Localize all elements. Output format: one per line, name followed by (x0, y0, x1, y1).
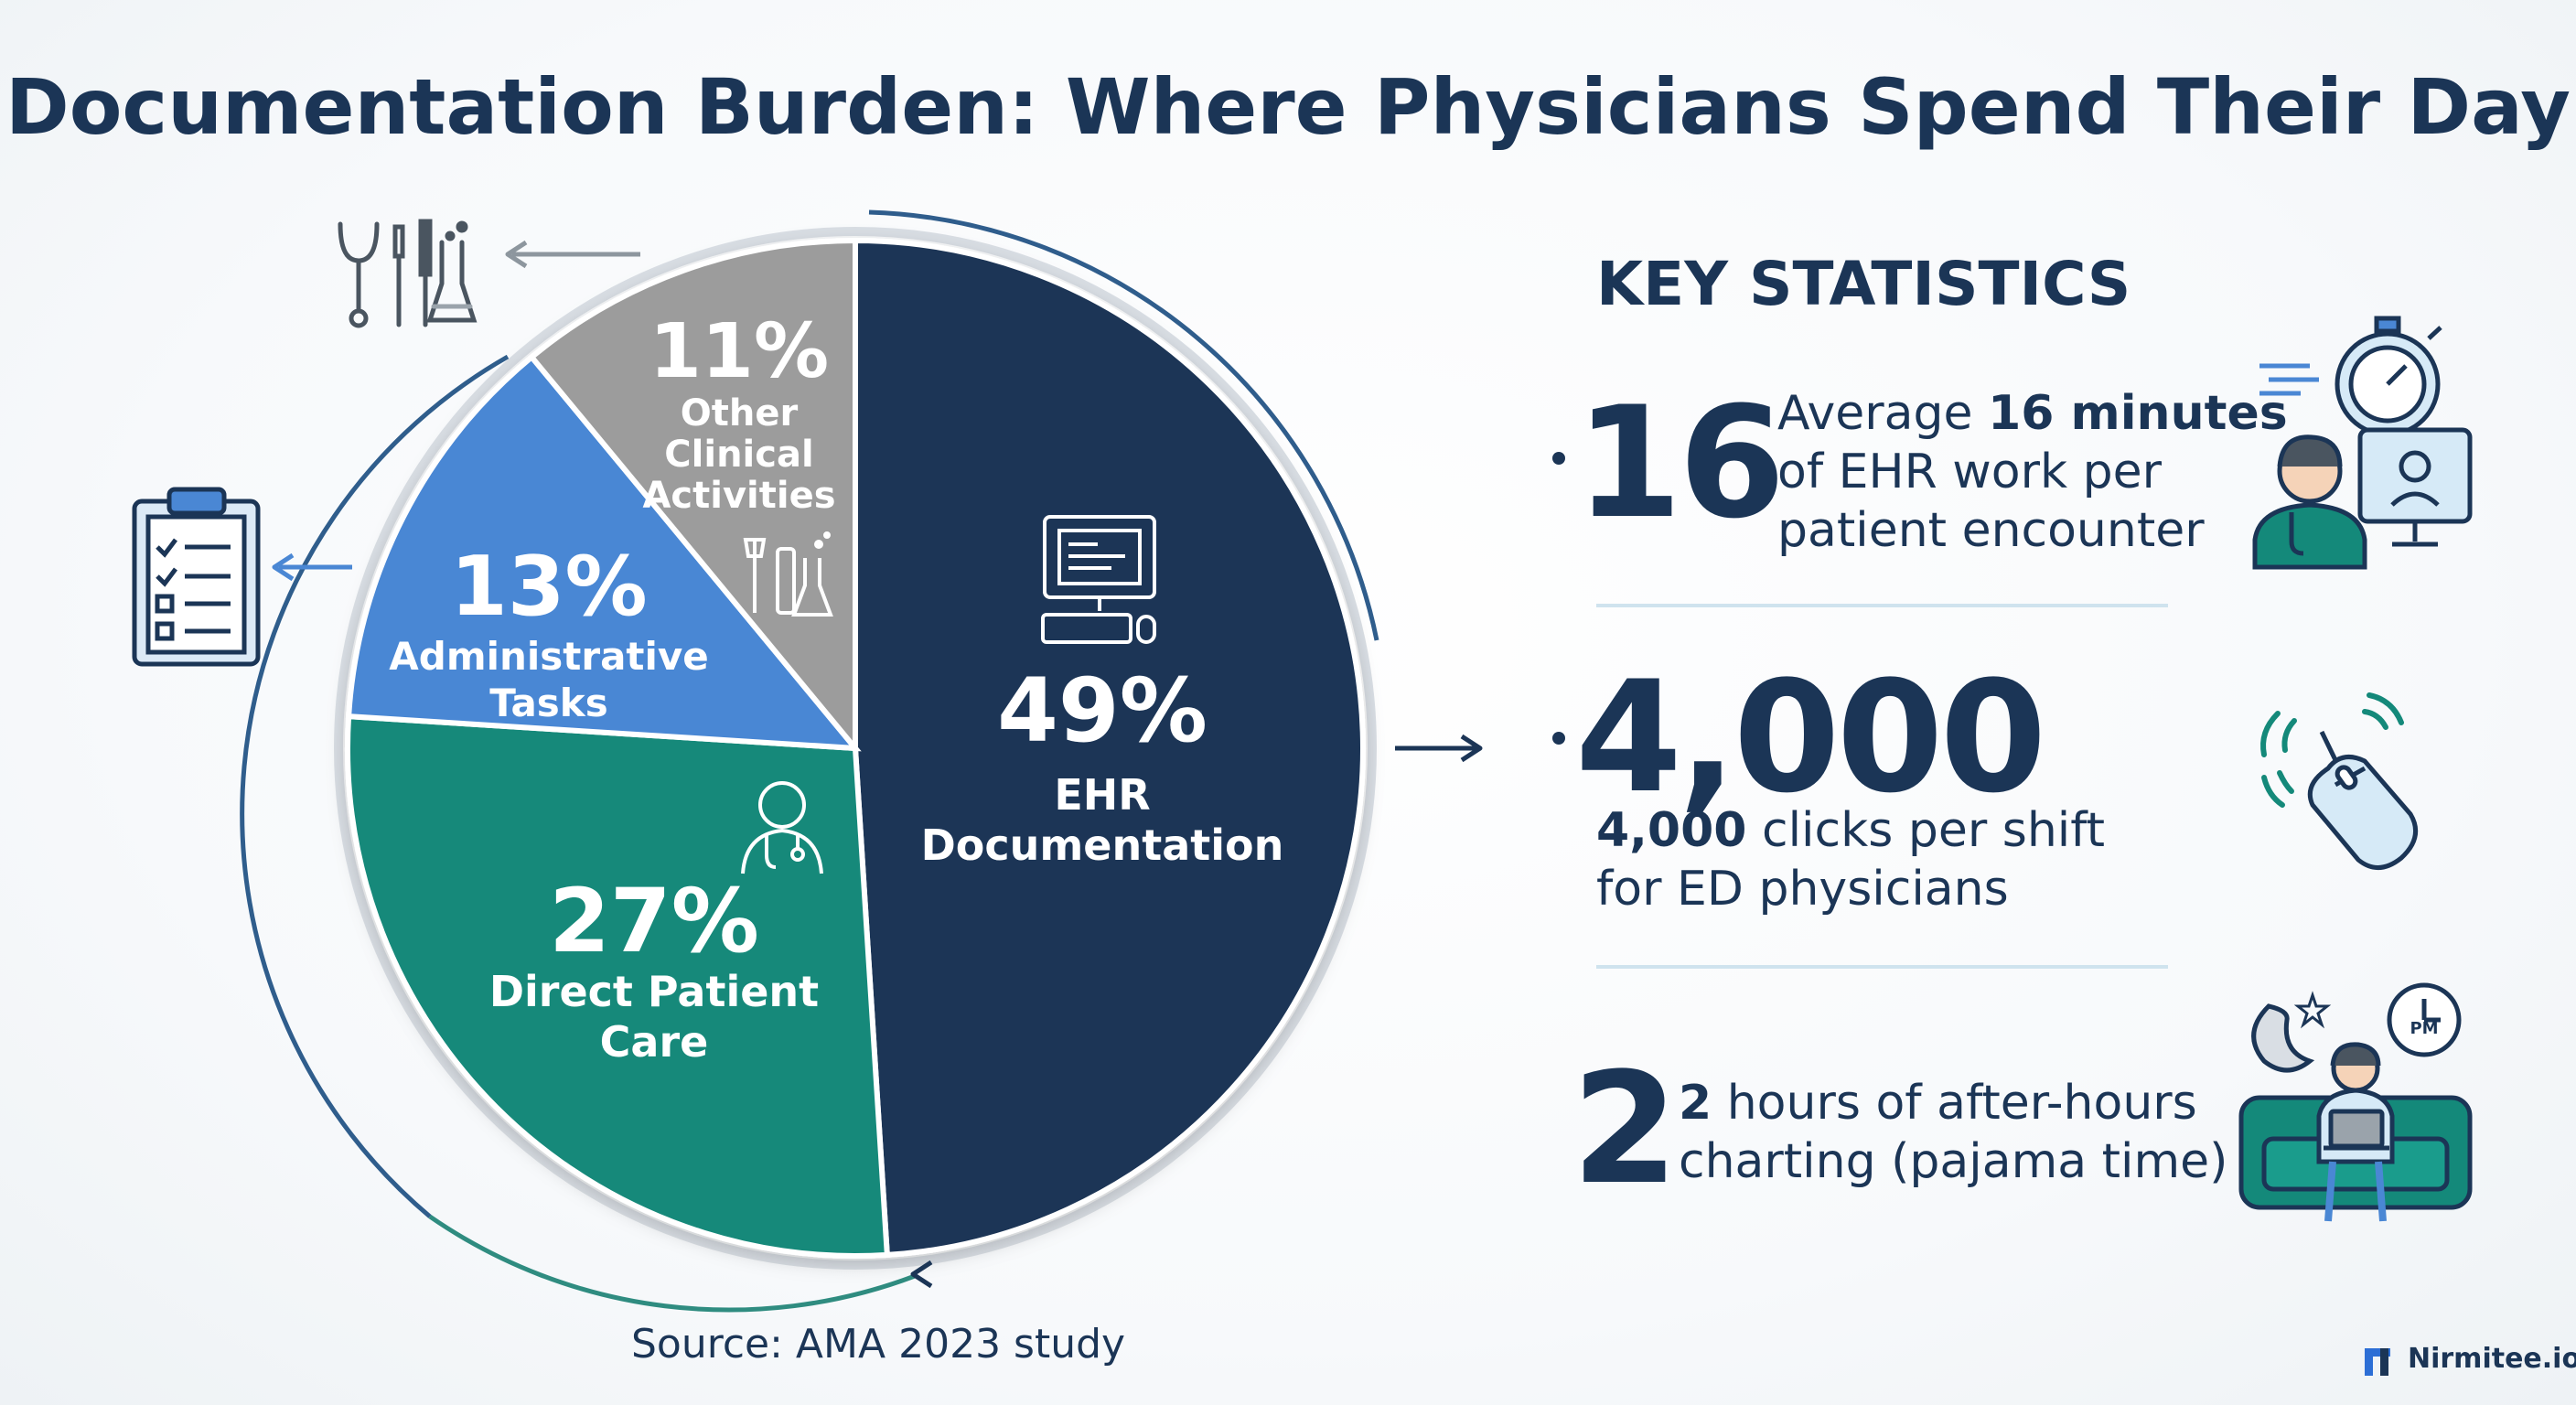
pie-outer-ring (334, 227, 1377, 1270)
clipboard-checklist-icon (132, 487, 261, 667)
stat2-line1: 4,000 clicks per shift (1596, 801, 2105, 860)
stat3-line1-text: hours of after-hours (1712, 1076, 2197, 1131)
brand-name[interactable]: Nirmitee.io (2408, 1343, 2576, 1375)
slice-name-direct-line2: Care (600, 1017, 709, 1067)
pie-slice-direct-patient-care (345, 713, 891, 1259)
night-laptop-couch-icon: PM (2238, 982, 2473, 1222)
stopwatch-doctor-monitor-icon (2252, 316, 2473, 570)
slice-name-ehr-line2: Documentation (921, 820, 1284, 870)
pie-slice-ehr-documentation (853, 237, 1366, 1259)
source-caption: Source: AMA 2023 study (631, 1321, 1126, 1367)
nirmitee-logo-icon (2365, 1348, 2390, 1376)
stat2-number: 4,000 (1575, 648, 2046, 827)
slice-name-other-line1: Other (681, 392, 799, 434)
stat-divider-1 (1596, 604, 2168, 607)
slice-name-admin-line1: Administrative (389, 634, 709, 679)
pie-left-arc (240, 354, 510, 1218)
stat1-bullet (1552, 452, 1565, 465)
stat1-line1: Average 16 minutes (1777, 384, 2288, 443)
stat2-line1-bold: 4,000 (1596, 803, 1747, 858)
arrow-bottom (910, 1260, 933, 1289)
clinical-tools-icon (338, 219, 478, 328)
slice-name-other-line2: Clinical (664, 434, 813, 476)
stat3-number: 2 (1572, 1039, 1679, 1218)
pie-slice-administrative-tasks (345, 353, 862, 752)
slice-label-other: 11% Other Clinical Activities (642, 308, 835, 517)
stat2-description: 4,000 clicks per shift for ED physicians (1596, 801, 2105, 918)
slice-pct-other: 11% (649, 308, 829, 395)
slice-pct-ehr: 49% (997, 660, 1208, 762)
slice-pct-direct: 27% (549, 870, 759, 972)
slice-label-admin: 13% Administrative Tasks (389, 539, 709, 725)
slice-name-admin-line2: Tasks (489, 681, 608, 725)
tools-flask-icon (743, 531, 833, 617)
stat1-number: 16 (1575, 373, 1786, 552)
stat2-line2: for ED physicians (1596, 862, 2009, 917)
stat3-line2: charting (pajama time) (1679, 1134, 2228, 1189)
pie-bottom-arc (428, 1214, 916, 1313)
slice-label-direct: 27% Direct Patient Care (489, 870, 819, 1067)
stat2-line1-text: clicks per shift (1746, 803, 2106, 858)
slice-name-other-line3: Activities (642, 475, 835, 517)
mouse-click-icon (2260, 692, 2419, 870)
stat3-line1-bold: 2 (1679, 1076, 1712, 1131)
arrow-to-tools (505, 240, 640, 269)
stat1-line3: patient encounter (1777, 503, 2205, 558)
stat3-description: 2 hours of after-hours charting (pajama … (1679, 1074, 2227, 1191)
stat1-line2: of EHR work per (1777, 445, 2163, 499)
slice-name-direct-line1: Direct Patient (489, 967, 819, 1016)
clock-pm-label: PM (2410, 1019, 2438, 1038)
arrow-to-clipboard (272, 552, 352, 582)
page-title: Documentation Burden: Where Physicians S… (5, 62, 2571, 152)
slice-label-ehr: 49% EHR Documentation (921, 660, 1284, 870)
computer-icon (1041, 515, 1156, 644)
key-statistics-heading: KEY STATISTICS (1596, 249, 2131, 319)
doctor-icon (741, 781, 823, 874)
stat1-line1-text: Average (1777, 386, 1989, 441)
stat3-line1: 2 hours of after-hours (1679, 1074, 2227, 1132)
stat1-description: Average 16 minutes of EHR work per patie… (1777, 384, 2288, 560)
pie-top-right-arc (868, 209, 1379, 641)
slice-name-ehr-line1: EHR (1054, 770, 1150, 820)
arrow-right (1395, 734, 1483, 763)
stat-divider-2 (1596, 965, 2168, 969)
pie-slice-other-clinical-activities (528, 237, 858, 756)
slice-pct-admin: 13% (450, 539, 647, 635)
stat1-line1-bold: 16 minutes (1988, 386, 2288, 441)
stat2-bullet (1552, 732, 1565, 745)
